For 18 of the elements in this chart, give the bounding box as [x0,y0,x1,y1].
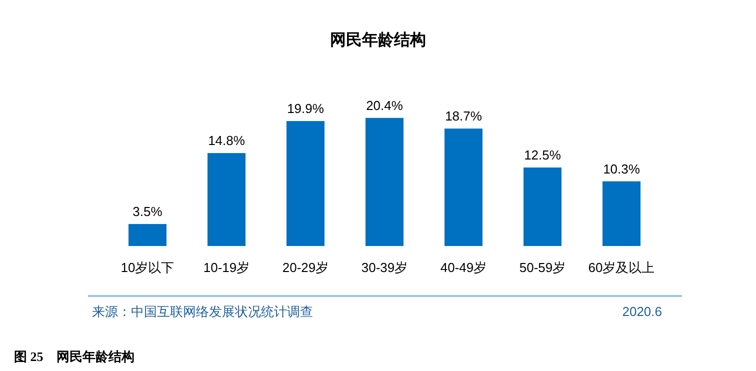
data-label: 3.5% [132,204,163,220]
x-tick-label: 20-29岁 [282,260,329,275]
x-tick-label: 10-19岁 [203,260,250,275]
x-tick-label: 40-49岁 [440,260,487,275]
chart-title: 网民年龄结构 [330,31,426,49]
data-label: 19.9% [287,101,324,116]
data-label: 18.7% [445,108,482,124]
data-label: 10.3% [603,161,640,176]
source-note: 来源：中国互联网络发展状况统计调查 [92,304,313,319]
x-tick-label: 60岁及以上 [588,260,655,275]
data-label: 20.4% [366,98,404,113]
x-tick-label: 10岁以下 [120,260,174,275]
caption: 图 25 网民年龄结构 [14,349,134,364]
x-tick-label: 50-59岁 [519,260,566,275]
text: 2020.6 [622,304,662,319]
data-label: 12.5% [524,148,562,163]
data-label: 14.8% [208,133,246,148]
x-tick-label: 30-39岁 [361,260,408,275]
